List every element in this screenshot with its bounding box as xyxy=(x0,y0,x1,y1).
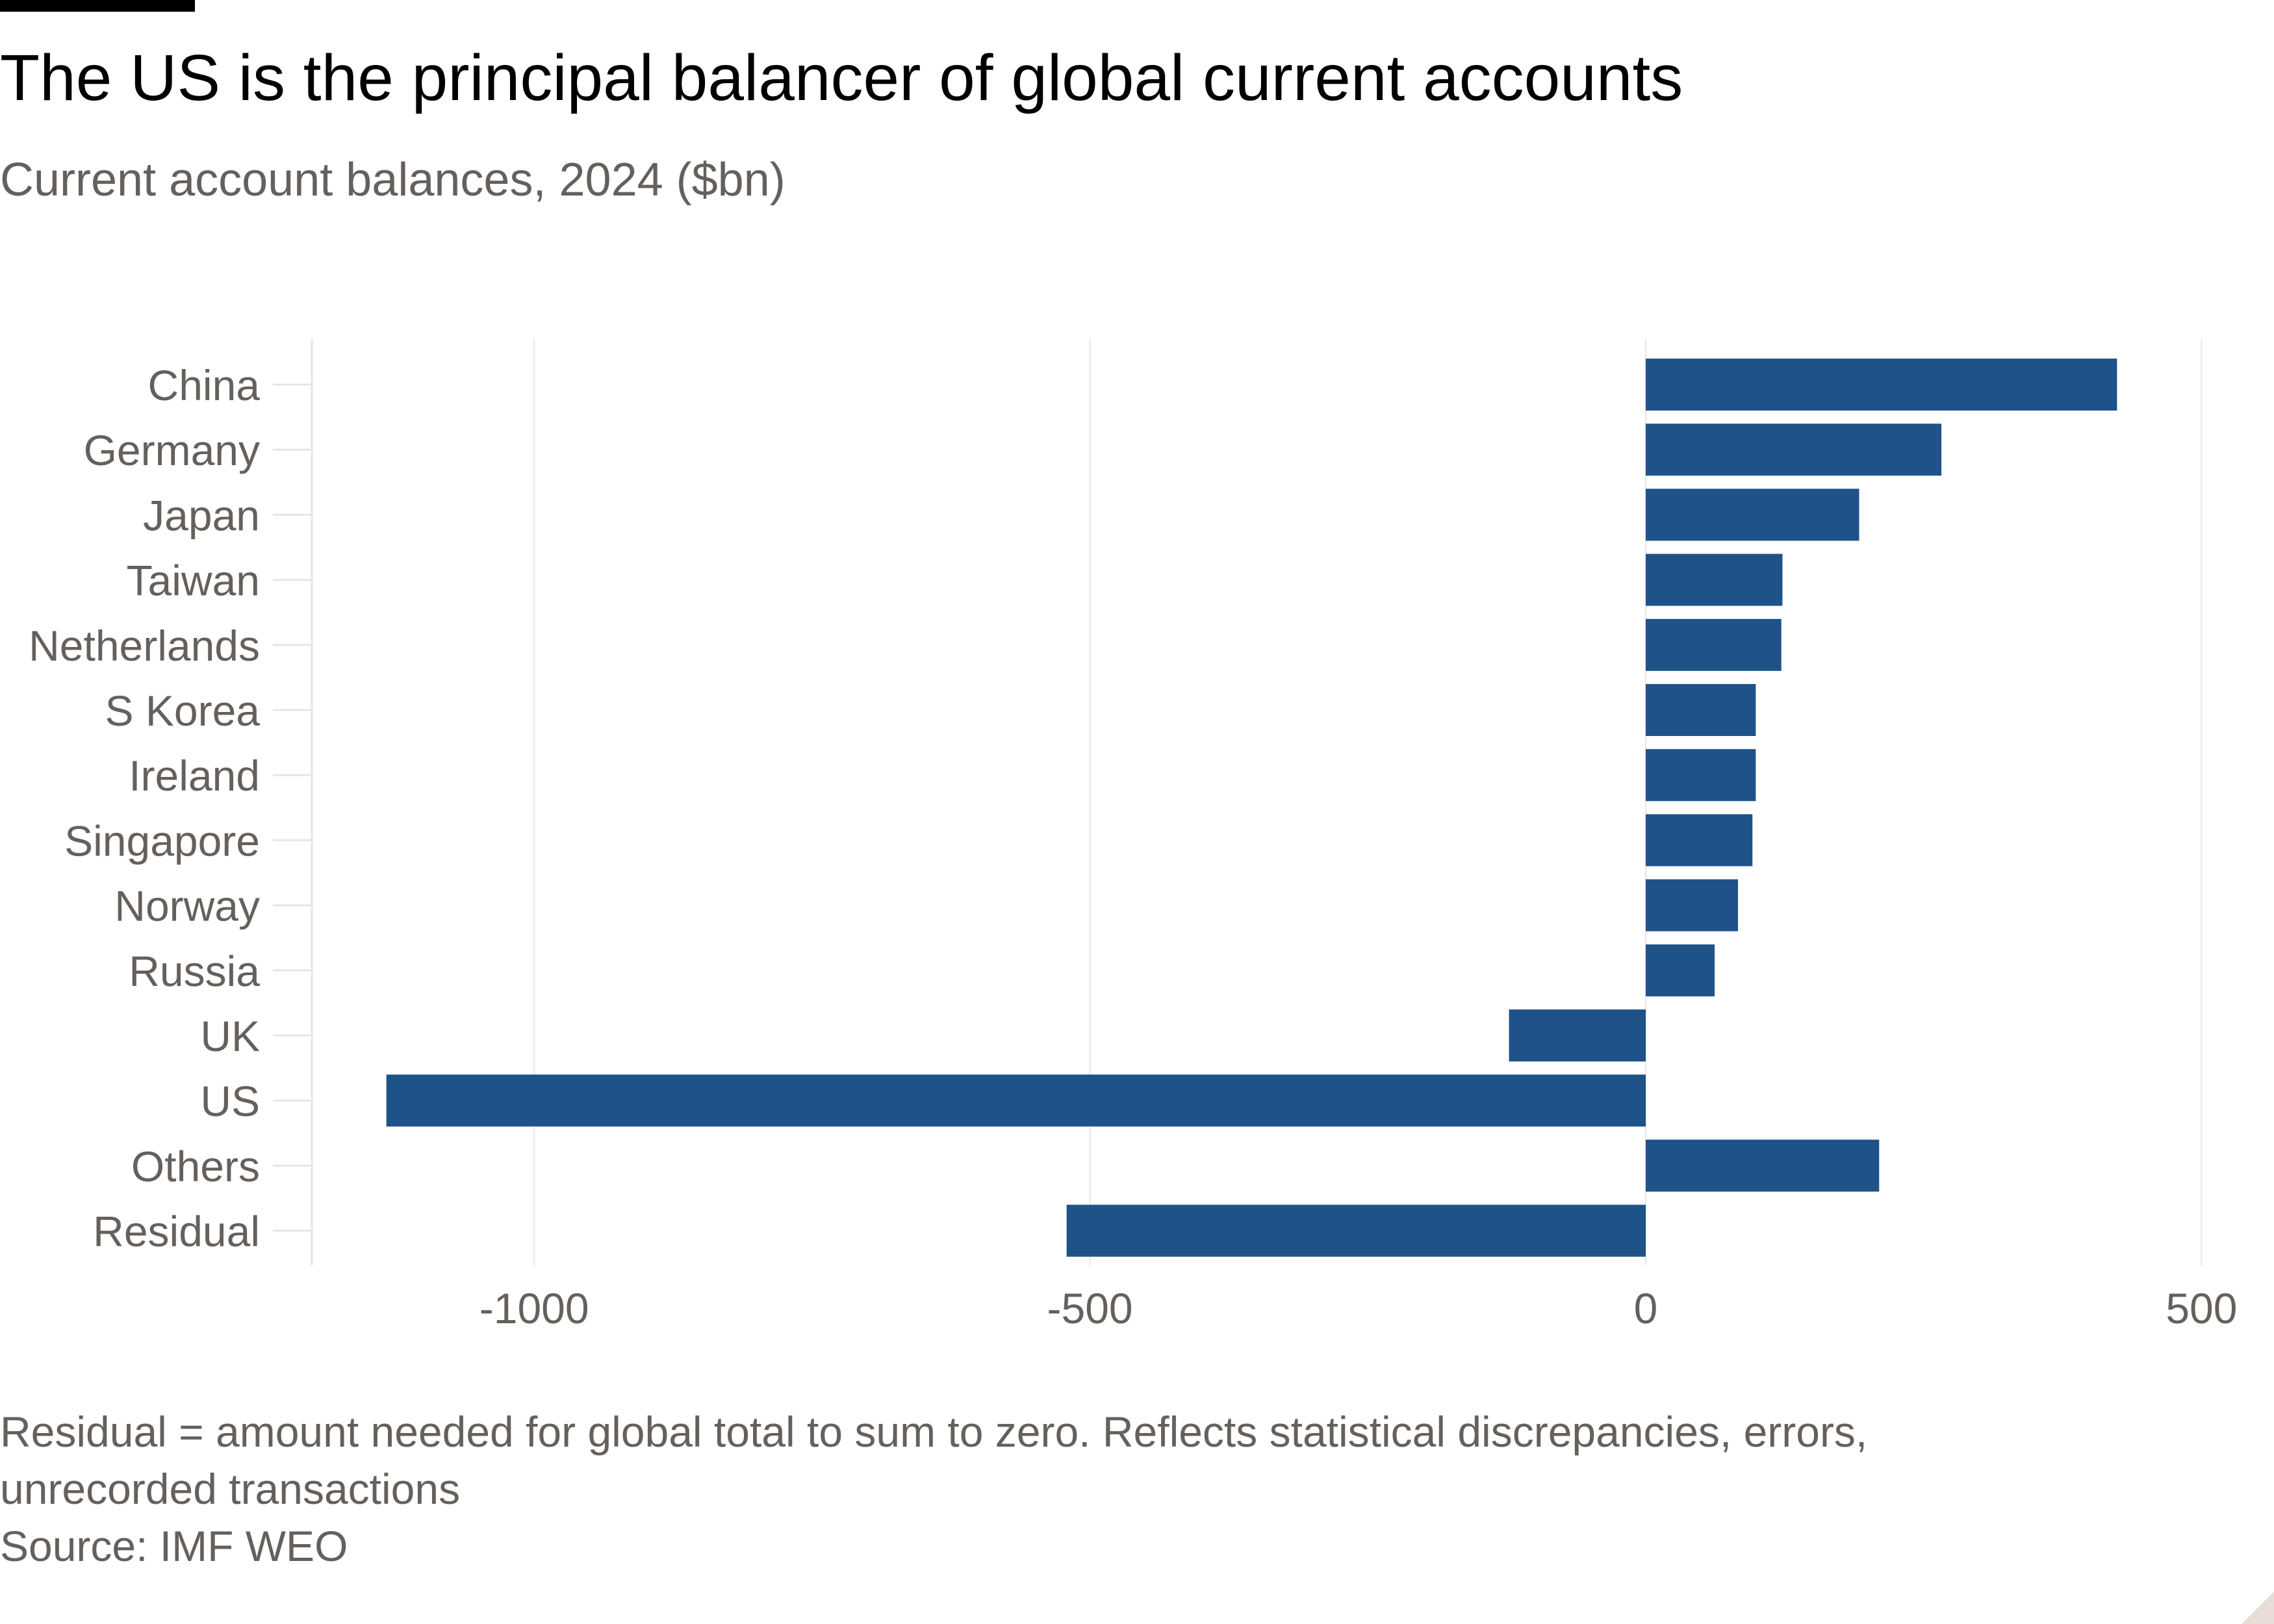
y-tick-label: Others xyxy=(131,1142,260,1190)
y-tick-label: Netherlands xyxy=(29,622,260,670)
bar-taiwan xyxy=(1646,553,1783,606)
bar-russia xyxy=(1646,944,1715,996)
bar-uk xyxy=(1509,1009,1646,1061)
y-tick-label: China xyxy=(148,361,261,409)
y-tick-label: US xyxy=(200,1077,260,1125)
y-tick-label: Residual xyxy=(93,1208,260,1256)
y-tick-label: Germany xyxy=(84,426,260,474)
y-tick-label: Taiwan xyxy=(127,557,260,605)
bar-china xyxy=(1646,359,2117,411)
bar-ireland xyxy=(1646,749,1756,802)
y-tick-label: S Korea xyxy=(105,687,261,735)
source-line: Source: IMF WEO xyxy=(0,1522,348,1570)
bar-norway xyxy=(1646,879,1738,932)
chart-subtitle: Current account balances, 2024 ($bn) xyxy=(0,154,786,206)
bar-others xyxy=(1646,1139,1880,1192)
bar-us xyxy=(386,1074,1646,1127)
x-tick-label: 500 xyxy=(2165,1284,2237,1332)
bar-netherlands xyxy=(1646,618,1782,671)
footnote-line-2: unrecorded transactions xyxy=(0,1465,461,1513)
header-accent-bar xyxy=(0,0,195,12)
y-tick-label: Singapore xyxy=(64,817,260,865)
bar-japan xyxy=(1646,488,1859,541)
chart-title: The US is the principal balancer of glob… xyxy=(0,42,1683,114)
x-tick-label: -1000 xyxy=(479,1284,589,1332)
x-tick-label: -500 xyxy=(1047,1284,1133,1332)
bar-residual xyxy=(1066,1204,1646,1257)
y-tick-label: Japan xyxy=(143,491,260,539)
footnote-line-1: Residual = amount needed for global tota… xyxy=(0,1408,1868,1456)
chart-footnote: Residual = amount needed for global tota… xyxy=(0,1403,1867,1575)
bar-s-korea xyxy=(1646,684,1756,736)
y-tick-label: UK xyxy=(200,1012,260,1060)
x-tick-label: 0 xyxy=(1634,1284,1658,1332)
corner-mark xyxy=(2242,1592,2274,1624)
bar-singapore xyxy=(1646,814,1753,867)
y-tick-label: Norway xyxy=(114,882,260,930)
bar-germany xyxy=(1646,424,1942,476)
y-tick-label: Ireland xyxy=(129,752,260,800)
y-tick-label: Russia xyxy=(129,947,260,995)
